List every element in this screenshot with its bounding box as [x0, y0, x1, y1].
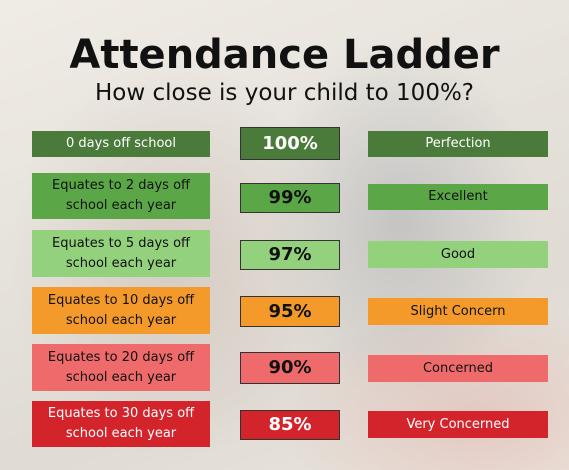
infographic: Attendance Ladder How close is your chil…	[0, 0, 569, 470]
row-rating: Concerned	[368, 355, 548, 382]
row-percentage: 97%	[240, 240, 340, 270]
row-percentage: 95%	[240, 296, 340, 327]
row-percentage: 100%	[240, 127, 340, 160]
row-rating: Excellent	[368, 184, 548, 210]
row-description: Equates to 2 days off school each year	[32, 173, 210, 219]
row-rating: Very Concerned	[368, 411, 548, 438]
row-rating: Good	[368, 241, 548, 268]
row-percentage: 85%	[240, 410, 340, 440]
row-description: Equates to 20 days off school each year	[32, 344, 210, 391]
row-rating: Slight Concern	[368, 298, 548, 325]
row-percentage: 90%	[240, 352, 340, 384]
row-percentage: 99%	[240, 183, 340, 213]
row-description: Equates to 5 days off school each year	[32, 230, 210, 277]
title: Attendance Ladder	[0, 32, 569, 78]
row-rating: Perfection	[368, 131, 548, 157]
row-description: 0 days off school	[32, 131, 210, 157]
subtitle: How close is your child to 100%?	[0, 80, 569, 106]
row-description: Equates to 10 days off school each year	[32, 287, 210, 334]
row-description: Equates to 30 days off school each year	[32, 401, 210, 447]
